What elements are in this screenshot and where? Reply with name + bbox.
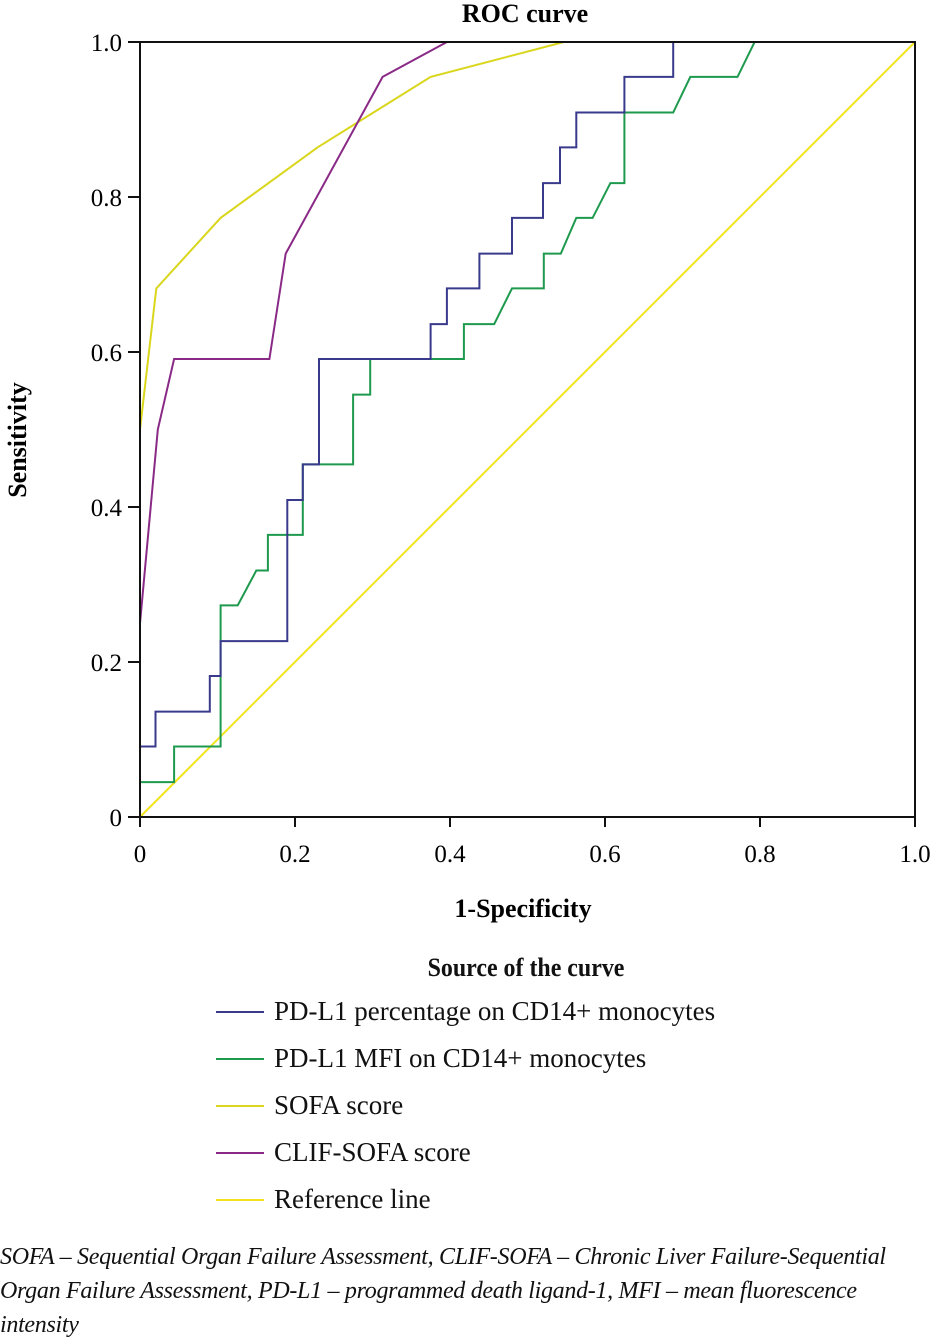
legend: Source of the curve PD-L1 percentage on … [216,948,856,1223]
legend-title: Source of the curve [427,953,625,982]
legend-item-sofa: SOFA score [216,1082,856,1129]
x-tick-label: 0.8 [744,841,775,868]
y-tick-label: 0.8 [91,185,122,212]
y-axis: 0 0.2 0.4 0.6 0.8 1.0 [91,30,140,832]
legend-swatch-clif-sofa [216,1151,264,1154]
series-line-clif-sofa-score [139,41,915,817]
series-line-sofa-score [139,41,915,817]
y-axis-label: Sensitivity [3,382,32,498]
series-line-reference-line [139,41,916,818]
x-tick-label: 0.6 [589,841,620,868]
y-tick-label: 0.2 [91,650,122,677]
legend-item-reference-line: Reference line [216,1176,856,1223]
legend-label: PD-L1 MFI on CD14+ monocytes [274,1043,647,1073]
series-layer [139,41,916,818]
legend-item-pdl1-percentage: PD-L1 percentage on CD14+ monocytes [216,988,856,1035]
y-tick-label: 0.4 [91,495,123,522]
x-tick-label: 1.0 [899,841,930,868]
y-tick-label: 0.6 [91,340,122,367]
y-tick-label: 1.0 [91,30,122,57]
series-line-pd-l1-mfi-on-cd14-monocytes [139,41,915,817]
series-line-pd-l1-percentage-on-cd14-monocytes [139,41,915,817]
chart-title: ROC curve [462,0,588,28]
roc-chart: ROC curve 0 0.2 0.4 0.6 0.8 1.0 0 0.2 0.4 0.6 0.8… [3,0,931,923]
legend-item-pdl1-mfi: PD-L1 MFI on CD14+ monocytes [216,1035,856,1082]
legend-label: CLIF-SOFA score [274,1137,471,1167]
legend-label: SOFA score [274,1090,404,1120]
x-tick-label: 0.4 [434,841,466,868]
legend-item-clif-sofa: CLIF-SOFA score [216,1129,856,1176]
x-tick-label: 0.2 [279,841,310,868]
legend-swatch-sofa [216,1104,264,1107]
y-tick-label: 0 [110,805,123,832]
legend-swatch-reference-line [216,1198,264,1201]
figure-caption: SOFA – Sequential Organ Failure Assessme… [0,1244,886,1338]
legend-label: PD-L1 percentage on CD14+ monocytes [274,996,716,1026]
legend-swatch-pdl1-mfi [216,1057,264,1060]
x-axis: 0 0.2 0.4 0.6 0.8 1.0 [134,817,931,868]
plot-frame [139,41,916,818]
legend-label: Reference line [274,1184,431,1214]
x-tick-label: 0 [134,841,147,868]
x-axis-label: 1-Specificity [454,894,591,923]
legend-swatch-pdl1-percentage [216,1010,264,1013]
